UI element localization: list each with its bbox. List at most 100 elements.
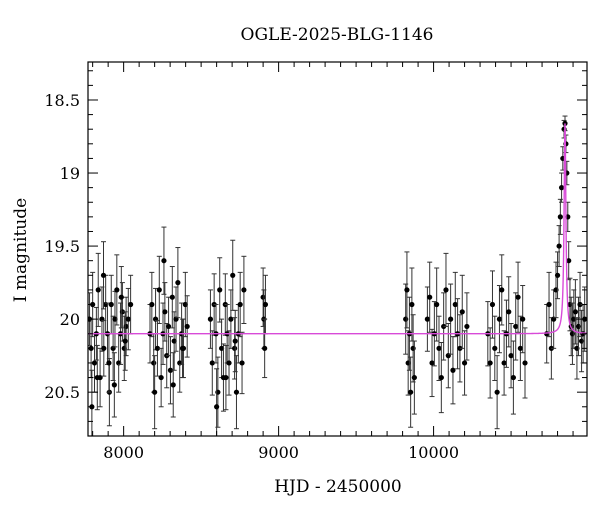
data-point (237, 301, 243, 308)
data-point (152, 389, 158, 395)
data-point (522, 360, 528, 366)
data-point (501, 360, 507, 366)
y-tick-label: 18.5 (44, 91, 80, 110)
data-point (169, 294, 175, 300)
data-point (403, 316, 409, 322)
data-point (459, 309, 465, 315)
data-point (260, 294, 266, 300)
data-point (556, 243, 562, 249)
chart-title: OGLE-2025-BLG-1146 (241, 25, 434, 45)
data-point (156, 287, 162, 293)
data-point (101, 345, 107, 351)
data-point (450, 367, 456, 373)
data-point (232, 345, 238, 351)
data-point (508, 353, 514, 359)
data-point (112, 316, 118, 322)
data-point (108, 301, 114, 308)
data-point (557, 214, 563, 220)
data-point (215, 389, 221, 395)
data-point (436, 345, 442, 351)
data-point (218, 345, 225, 351)
data-point (232, 338, 238, 344)
data-point (154, 345, 161, 351)
data-point (405, 360, 411, 366)
data-point (214, 404, 220, 410)
data-point (577, 301, 583, 308)
plot-frame (87, 61, 588, 437)
data-point (118, 294, 124, 300)
data-point (489, 301, 496, 308)
data-point (125, 316, 131, 322)
y-tick-label: 20 (60, 310, 80, 329)
data-point (233, 389, 240, 395)
axes-frame: 8000 9000 10000 18.5 19 19.5 20 20.5 (44, 61, 588, 462)
data-point (496, 316, 503, 322)
data-point (572, 309, 578, 315)
data-point (429, 360, 435, 366)
data-point (434, 301, 440, 308)
data-point (513, 323, 519, 330)
x-tick-label: 8000 (103, 443, 144, 462)
data-point (262, 301, 269, 308)
data-point (241, 287, 247, 293)
data-point (239, 360, 245, 366)
data-point (114, 287, 120, 293)
data-point (492, 345, 498, 351)
data-point (128, 301, 134, 308)
data-point (149, 301, 155, 308)
data-point (158, 374, 164, 381)
data-point (184, 323, 190, 330)
x-axis-label: HJD - 2450000 (274, 477, 402, 497)
data-point (520, 316, 526, 322)
data-point (410, 345, 416, 351)
data-point (217, 287, 223, 293)
data-point (566, 258, 572, 264)
data-point (408, 389, 414, 395)
data-point (175, 280, 181, 286)
data-point (100, 272, 107, 278)
data-point (223, 374, 229, 381)
data-point (494, 389, 500, 395)
data-point (461, 360, 468, 366)
y-tick-label: 19.5 (44, 237, 80, 256)
data-point (464, 323, 470, 330)
data-point (179, 345, 186, 351)
x-tick-label: 9000 (258, 443, 299, 462)
y-tick-label: 19 (60, 164, 80, 183)
data-point (171, 338, 177, 344)
data-point (207, 316, 214, 322)
data-point (151, 360, 157, 366)
plot-area (88, 115, 587, 436)
data-point (515, 294, 521, 300)
data-point (111, 382, 117, 388)
data-point (517, 345, 523, 351)
model-curve (88, 123, 587, 335)
data-point (262, 345, 268, 351)
data-point (424, 316, 430, 322)
y-axis-label: I magnitude (11, 198, 31, 302)
y-tick-label: 20.5 (44, 383, 80, 402)
data-point (170, 382, 176, 388)
data-point (411, 374, 417, 381)
data-point (182, 301, 188, 308)
data-point (230, 272, 236, 278)
x-tick-label: 10000 (408, 443, 459, 462)
data-point (226, 360, 232, 366)
data-point (438, 374, 444, 381)
data-point (167, 367, 174, 373)
data-point (161, 258, 167, 264)
data-point (91, 360, 98, 366)
data-point (546, 301, 552, 308)
data-point (448, 316, 454, 322)
data-point (510, 374, 516, 381)
data-point (409, 301, 415, 308)
data-point (106, 360, 112, 366)
data-point (404, 287, 410, 293)
data-point (499, 287, 505, 293)
data-point (427, 294, 433, 300)
data-point (558, 185, 565, 191)
data-point (554, 272, 561, 278)
plot-inner (88, 115, 587, 436)
data-point (452, 301, 458, 308)
